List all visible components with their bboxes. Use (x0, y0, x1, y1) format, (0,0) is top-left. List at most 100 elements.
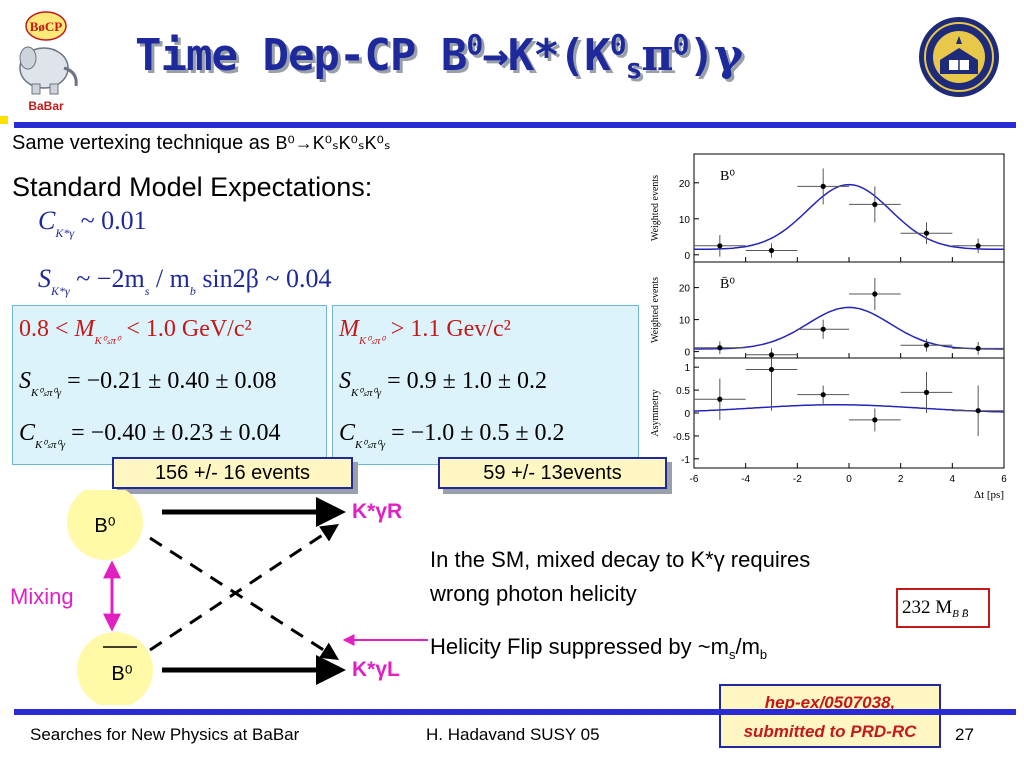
mixing-label: Mixing (10, 584, 74, 609)
sm-expectations-heading: Standard Model Expectations: (12, 172, 373, 202)
x-axis-label: Δt [ps] (974, 489, 1004, 501)
s-high-sym: S (339, 368, 351, 394)
s-high-sub: K⁰ₛπ⁰γ (351, 387, 382, 399)
y-axis-label-middle: Weighted events (650, 277, 661, 343)
expect-c-value: ~ 0.01 (80, 206, 147, 235)
reference-box[interactable]: hep-ex/0507038, submitted to PRD-RC (719, 684, 941, 748)
c-result-high: CK⁰ₛπ⁰γ = −1.0 ± 0.5 ± 0.2 (339, 420, 565, 451)
expect-s-mb: b (189, 284, 196, 298)
c-result-low: CK⁰ₛπ⁰γ = −0.40 ± 0.23 ± 0.04 (19, 420, 281, 451)
y-axis-label-bottom: Asymmetry (650, 389, 661, 436)
b0-label: B⁰ (94, 515, 115, 537)
fit-curve-bottom (693, 404, 1005, 413)
vertexing-formula: B⁰→K⁰ₛK⁰ₛK⁰ₛ (275, 133, 391, 153)
data-point-top (820, 183, 826, 189)
data-point-top (975, 243, 981, 249)
x-tick-label: 2 (898, 474, 904, 485)
x-tick-label: -4 (741, 474, 750, 485)
data-point-middle (872, 291, 878, 297)
data-point-bottom (768, 366, 775, 373)
y-tick-label-middle: 10 (679, 316, 691, 327)
b0bar-node (77, 632, 153, 705)
helicity-flip-mid: /m (735, 634, 760, 659)
mass-window-high: MK⁰ₛπ⁰ > 1.1 Gev/c² (339, 316, 511, 347)
vertexing-line: Same vertexing technique as B⁰→K⁰ₛK⁰ₛK⁰ₛ (12, 132, 391, 155)
luminosity-subscript: B B̄ (952, 608, 969, 620)
c-low-sym: C (19, 420, 36, 446)
c-low-val: = −0.40 ± 0.23 ± 0.04 (71, 420, 281, 446)
kgl-label: K*γL (352, 658, 400, 681)
s-high-val: = 0.9 ± 1.0 ± 0.2 (387, 368, 547, 394)
expect-c-subscript: K*γ (55, 226, 75, 240)
title-bullet (0, 116, 8, 124)
slide-title: Time Dep-CP B0→K*(K0sπ0)γ (135, 28, 743, 85)
c-high-sub: K⁰ₛπ⁰γ (355, 439, 386, 451)
title-close: ) (688, 30, 715, 81)
b0bar-label: B⁰ (111, 663, 132, 685)
mass-low-sym: M (74, 316, 95, 342)
y-axis-label-top: Weighted events (650, 175, 661, 241)
title-arrow: → (482, 30, 508, 81)
title-sup-1: 0 (466, 28, 483, 61)
vertexing-text: Same vertexing technique as (12, 132, 276, 154)
s-low-sub: K⁰ₛπ⁰γ (31, 387, 62, 399)
expectation-s: SK*γ ~ −2ms / mb sin2β ~ 0.04 (38, 264, 331, 299)
mass-high-post: > 1.1 Gev/c² (384, 316, 511, 342)
title-kstar: K*(K (507, 30, 611, 81)
mass-low-post: < 1.0 GeV/c² (120, 316, 252, 342)
reference-line2[interactable]: submitted to PRD-RC (743, 722, 917, 741)
c-high-sym: C (339, 420, 356, 446)
y-tick-label-bottom: 0.5 (676, 386, 690, 397)
babar-logo: BøCP BaBar (6, 6, 88, 114)
c-low-sub: K⁰ₛπ⁰γ (35, 439, 66, 451)
s-result-low: SK⁰ₛπ⁰γ = −0.21 ± 0.40 ± 0.08 (19, 368, 277, 399)
mass-low-pre: 0.8 < (19, 316, 75, 342)
plot-frame-middle (693, 261, 1005, 359)
y-tick-label-middle: 20 (679, 284, 691, 295)
b0-node (67, 490, 143, 560)
expect-s-tail: sin2β ~ 0.04 (195, 264, 332, 293)
results-box-low-mass: 0.8 < MK⁰ₛπ⁰ < 1.0 GeV/c² SK⁰ₛπ⁰γ = −0.2… (12, 305, 327, 465)
data-point-middle (975, 345, 981, 351)
x-tick-label: -2 (793, 474, 802, 485)
y-tick-label-bottom: -1 (681, 455, 690, 466)
y-tick-label-bottom: 0 (684, 409, 690, 420)
y-tick-label-bottom: -0.5 (673, 432, 691, 443)
helicity-flip-note: Helicity Flip suppressed by ~ms/mb (430, 630, 767, 672)
x-tick-label: 4 (950, 474, 956, 485)
mass-window-low: 0.8 < MK⁰ₛπ⁰ < 1.0 GeV/c² (19, 316, 252, 347)
data-point-top (923, 230, 930, 236)
university-seal-logo (918, 16, 1000, 98)
luminosity-value: 232 M (902, 597, 953, 618)
babar-badge-text: BøCP (30, 19, 63, 34)
c-high-val: = −1.0 ± 0.5 ± 0.2 (391, 420, 565, 446)
expect-s-subscript: K*γ (51, 284, 70, 298)
y-tick-label-middle: 0 (684, 348, 690, 359)
footer-title: Searches for New Physics at BaBar (30, 725, 300, 744)
reference-line1[interactable]: hep-ex/0507038, (764, 693, 896, 712)
data-point-top (768, 247, 775, 254)
kgr-label: K*γR (352, 500, 402, 523)
panel-label-middle: B̄⁰ (720, 276, 735, 292)
fit-curve-top (694, 183, 1004, 251)
y-tick-label-top: 10 (679, 215, 691, 226)
data-point-bottom (923, 389, 930, 395)
luminosity-box: 232 MB B̄ (896, 588, 990, 628)
b0-to-kgl-dashed (149, 536, 340, 660)
title-sub-1: s (625, 52, 643, 85)
title-prefix: Time Dep-CP B (135, 30, 467, 81)
results-box-high-mass: MK⁰ₛπ⁰ > 1.1 Gev/c² SK⁰ₛπ⁰γ = 0.9 ± 1.0 … (332, 305, 639, 465)
page-number: 27 (955, 725, 974, 744)
babar-wordmark: BaBar (28, 99, 64, 113)
expect-s-symbol: S (38, 264, 51, 293)
title-pi: π (641, 30, 673, 81)
y-tick-label-top: 20 (679, 179, 691, 190)
title-divider (14, 122, 1016, 128)
x-tick-label: 0 (846, 474, 852, 485)
expect-s-rhs: ~ −2m (76, 264, 145, 293)
expect-s-mid: / m (149, 264, 190, 293)
mass-high-sym: M (339, 316, 359, 342)
x-tick-label: 6 (1001, 474, 1007, 485)
events-count-low-mass: 156 +/- 16 events (112, 457, 353, 489)
